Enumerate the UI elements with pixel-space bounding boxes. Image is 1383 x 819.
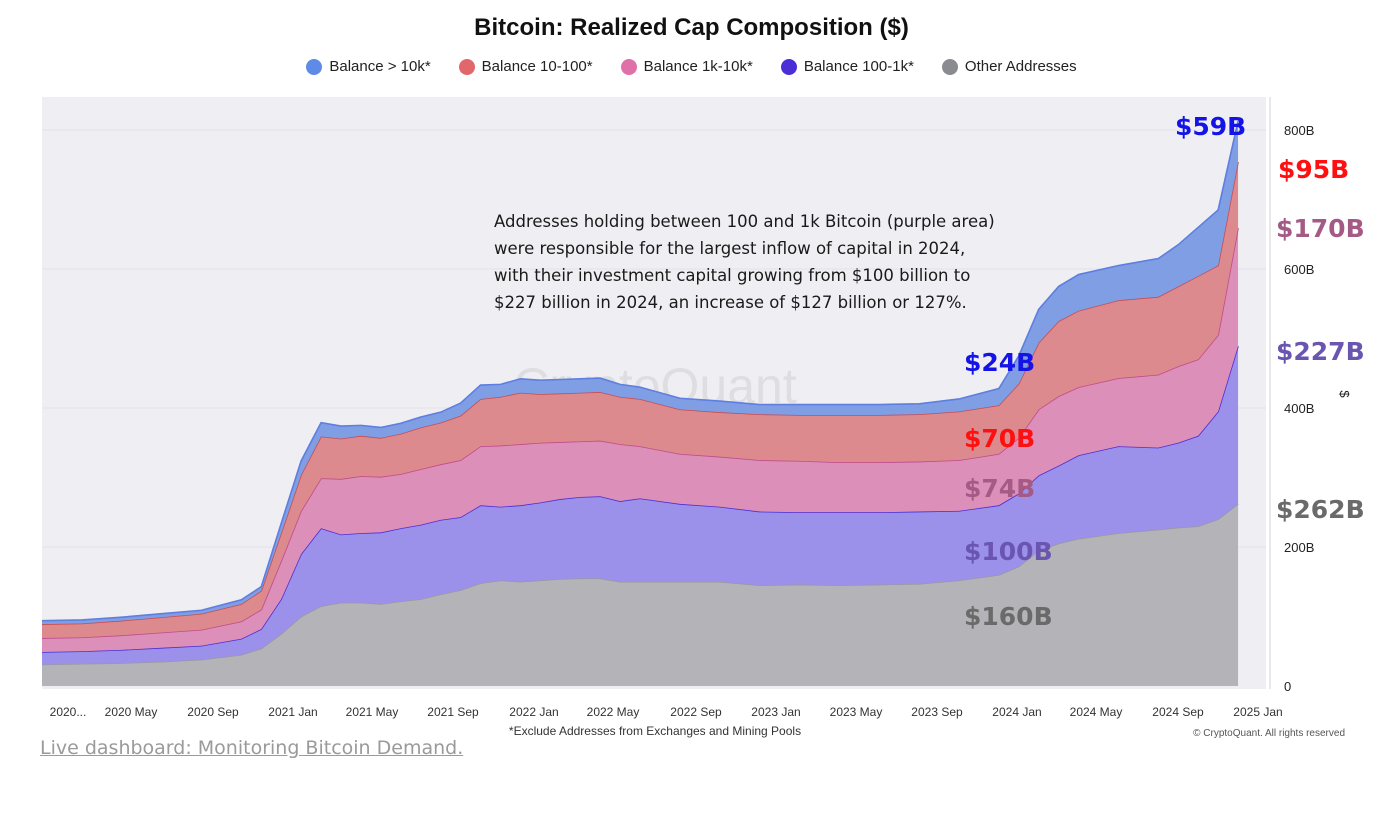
y-tick-label: 800B	[1284, 123, 1314, 138]
end-2024-value-label: $59B	[1175, 112, 1246, 141]
start-2024-value-label: $160B	[964, 602, 1053, 631]
legend-label: Balance 100-1k*	[803, 58, 914, 75]
y-tick-label: 200B	[1284, 540, 1314, 555]
x-tick-label: 2023 Sep	[911, 705, 963, 719]
area-series-1	[42, 346, 1239, 665]
chart-footnote: *Exclude Addresses from Exchanges and Mi…	[508, 724, 802, 738]
x-tick-label: 2024 May	[1070, 705, 1123, 719]
annotation-note-line: Addresses holding between 100 and 1k Bit…	[494, 212, 995, 231]
start-2024-value-label: $70B	[964, 424, 1035, 453]
legend-dot-icon	[458, 58, 475, 75]
x-tick-label: 2021 May	[346, 705, 399, 719]
x-tick-label: 2020 Sep	[187, 705, 239, 719]
dashboard-link[interactable]: Live dashboard: Monitoring Bitcoin Deman…	[40, 737, 464, 759]
legend-label: Other Addresses	[964, 58, 1077, 75]
area-series-3	[42, 161, 1239, 639]
x-tick-label: 2024 Jan	[992, 705, 1041, 719]
legend-item-balance-10-100[interactable]: Balance 10-100*	[458, 58, 593, 75]
x-tick-label: 2023 May	[830, 705, 883, 719]
y-tick-label: 600B	[1284, 262, 1314, 277]
copyright-text: © CryptoQuant. All rights reserved	[1193, 728, 1345, 739]
area-series-0	[42, 503, 1239, 686]
x-tick-label: 2021 Jan	[268, 705, 317, 719]
x-tick-label: 2022 Sep	[670, 705, 722, 719]
legend-item-balance-100-1k[interactable]: Balance 100-1k*	[780, 58, 914, 75]
legend-label: Balance > 10k*	[329, 58, 431, 75]
start-2024-value-label: $24B	[964, 348, 1035, 377]
x-tick-label: 2023 Jan	[751, 705, 800, 719]
end-2024-value-label: $262B	[1276, 495, 1365, 524]
chart-title: Bitcoin: Realized Cap Composition ($)	[474, 14, 909, 41]
x-tick-label: 2022 May	[587, 705, 640, 719]
annotation-note-line: with their investment capital growing fr…	[494, 266, 970, 285]
legend-label: Balance 1k-10k*	[643, 58, 753, 75]
x-tick-label: 2024 Sep	[1152, 705, 1204, 719]
start-2024-value-label: $100B	[964, 537, 1053, 566]
legend-item-balance-1k-10k[interactable]: Balance 1k-10k*	[620, 58, 753, 75]
y-tick-label: 0	[1284, 679, 1291, 694]
annotation-note: Addresses holding between 100 and 1k Bit…	[494, 212, 995, 312]
legend-item-balance-10k[interactable]: Balance > 10k*	[306, 58, 431, 75]
chart-legend: Balance > 10k* Balance 10-100* Balance 1…	[0, 58, 1383, 75]
series-edge-line	[41, 120, 1239, 622]
legend-dot-icon	[620, 58, 637, 75]
end-2024-value-label: $95B	[1278, 155, 1349, 184]
legend-dot-icon	[780, 58, 797, 75]
y-axis-label: $	[1337, 390, 1352, 398]
legend-dot-icon	[306, 58, 323, 75]
x-tick-label: 2021 Sep	[427, 705, 479, 719]
end-2024-value-label: $227B	[1276, 337, 1365, 366]
annotation-note-line: $227 billion in 2024, an increase of $12…	[494, 293, 967, 312]
legend-label: Balance 10-100*	[481, 58, 593, 75]
x-tick-label: 2020...	[50, 705, 87, 719]
legend-item-other-addresses[interactable]: Other Addresses	[941, 58, 1077, 75]
x-tick-label: 2022 Jan	[509, 705, 558, 719]
y-tick-label: 400B	[1284, 401, 1314, 416]
x-tick-label: 2020 May	[105, 705, 158, 719]
end-2024-value-label: $170B	[1276, 214, 1365, 243]
x-tick-label: 2025 Jan	[1233, 705, 1282, 719]
start-2024-value-label: $74B	[964, 474, 1035, 503]
legend-dot-icon	[941, 58, 958, 75]
annotation-note-line: were responsible for the largest inflow …	[494, 239, 965, 258]
